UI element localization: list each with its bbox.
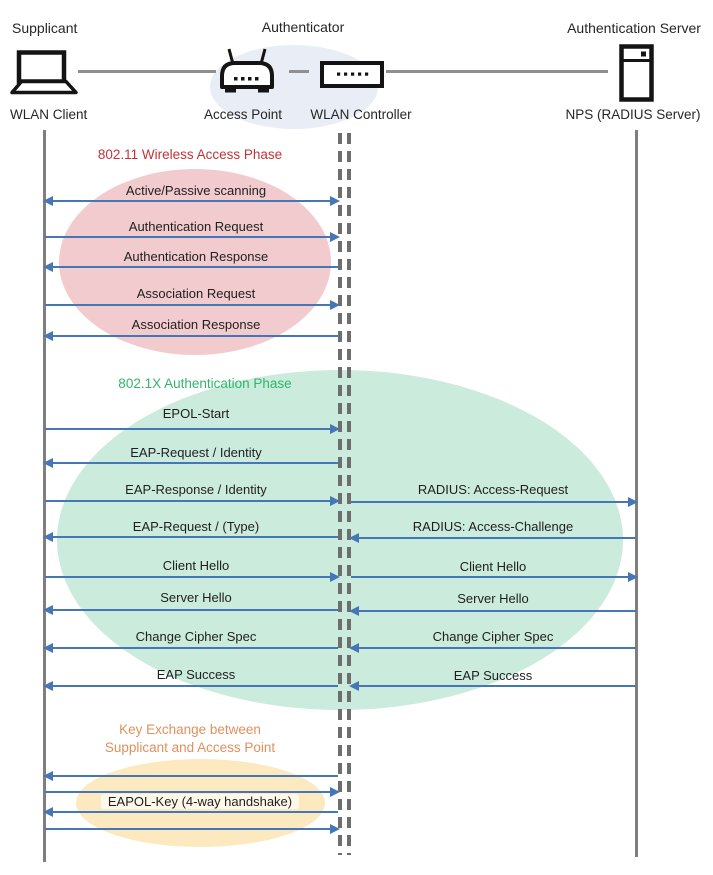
message-arrow-server-hello-client: [43, 605, 338, 615]
device-label-nps-radius-server: NPS (RADIUS Server): [565, 107, 701, 122]
wlan-controller-icon: [320, 61, 384, 88]
server-icon: [619, 44, 654, 102]
role-label-authenticator: Authenticator: [261, 19, 345, 35]
message-arrow-association-response: [43, 331, 338, 341]
message-arrow-association-request: [45, 300, 340, 310]
lifeline-controller-right: [347, 133, 351, 855]
message-label-client-hello-client: Client Hello: [162, 558, 230, 573]
phase-title-key-exchange-line2: Supplicant and Access Point: [104, 740, 276, 755]
message-label-eap-request-identity: EAP-Request / Identity: [130, 445, 262, 460]
message-label-association-request: Association Request: [136, 286, 256, 301]
message-arrow-eap-request-type: [43, 532, 338, 542]
role-label-supplicant: Supplicant: [12, 20, 78, 36]
lifeline-controller-left: [338, 133, 342, 855]
handshake-arrow-4: [45, 824, 340, 834]
handshake-arrow-3: [43, 807, 338, 817]
connector-line-controller-server: [386, 70, 608, 73]
message-label-eap-success-radius: EAP Success: [453, 668, 533, 683]
role-label-authentication-server: Authentication Server: [567, 20, 701, 36]
lifeline-radius-server: [635, 130, 638, 857]
device-label-wlan-client: WLAN Client: [10, 107, 88, 122]
message-arrow-server-hello-radius: [349, 606, 636, 616]
message-arrow-radius-access-request: [351, 497, 638, 507]
message-arrow-epol-start: [45, 424, 340, 434]
message-label-radius-access-request: RADIUS: Access-Request: [417, 482, 569, 497]
message-arrow-eap-response-identity: [45, 496, 340, 506]
message-arrow-scanning: [43, 196, 340, 206]
handshake-arrow-2: [45, 787, 340, 797]
message-label-server-hello-client: Server Hello: [160, 590, 232, 605]
message-arrow-authentication-request: [45, 232, 340, 242]
message-label-radius-access-challenge: RADIUS: Access-Challenge: [412, 519, 574, 534]
message-label-client-hello-radius: Client Hello: [459, 559, 527, 574]
message-label-eap-request-type: EAP-Request / (Type): [132, 519, 260, 534]
connector-line-client-ap: [78, 70, 216, 73]
connector-line-ap-controller: [289, 70, 309, 73]
message-label-eap-response-identity: EAP-Response / Identity: [125, 482, 267, 497]
access-point-icon: [219, 48, 275, 95]
message-arrow-eap-request-identity: [43, 458, 338, 468]
message-label-association-response: Association Response: [131, 317, 261, 332]
message-arrow-client-hello-client: [45, 572, 340, 582]
device-label-access-point: Access Point: [203, 107, 283, 122]
device-label-wlan-controller: WLAN Controller: [310, 107, 412, 122]
phase-title-80211: 802.11 Wireless Access Phase: [97, 147, 283, 162]
message-label-server-hello-radius: Server Hello: [457, 591, 529, 606]
message-arrow-eap-success-client: [43, 681, 338, 691]
message-arrow-client-hello-radius: [351, 572, 638, 582]
handshake-arrow-1: [43, 771, 338, 781]
lifeline-wlan-client: [43, 130, 46, 862]
message-arrow-authentication-response: [43, 262, 338, 272]
phase-title-key-exchange-line1: Key Exchange between: [119, 722, 261, 737]
message-label-eapol-key: EAPOL-Key (4-way handshake): [100, 794, 300, 809]
message-arrow-change-cipher-spec-radius: [349, 643, 636, 653]
message-label-change-cipher-spec-radius: Change Cipher Spec: [432, 629, 554, 644]
laptop-icon: [10, 50, 78, 95]
message-label-eap-success-client: EAP Success: [156, 667, 236, 682]
message-label-authentication-response: Authentication Response: [123, 249, 269, 264]
message-label-change-cipher-spec-client: Change Cipher Spec: [135, 629, 257, 644]
message-label-scanning: Active/Passive scanning: [125, 183, 267, 198]
message-arrow-eap-success-radius: [349, 681, 636, 691]
message-arrow-radius-access-challenge: [349, 533, 636, 543]
phase-title-8021x: 802.1X Authentication Phase: [118, 376, 292, 391]
message-label-epol-start: EPOL-Start: [162, 406, 230, 421]
message-arrow-change-cipher-spec-client: [43, 643, 338, 653]
message-label-authentication-request: Authentication Request: [128, 219, 264, 234]
